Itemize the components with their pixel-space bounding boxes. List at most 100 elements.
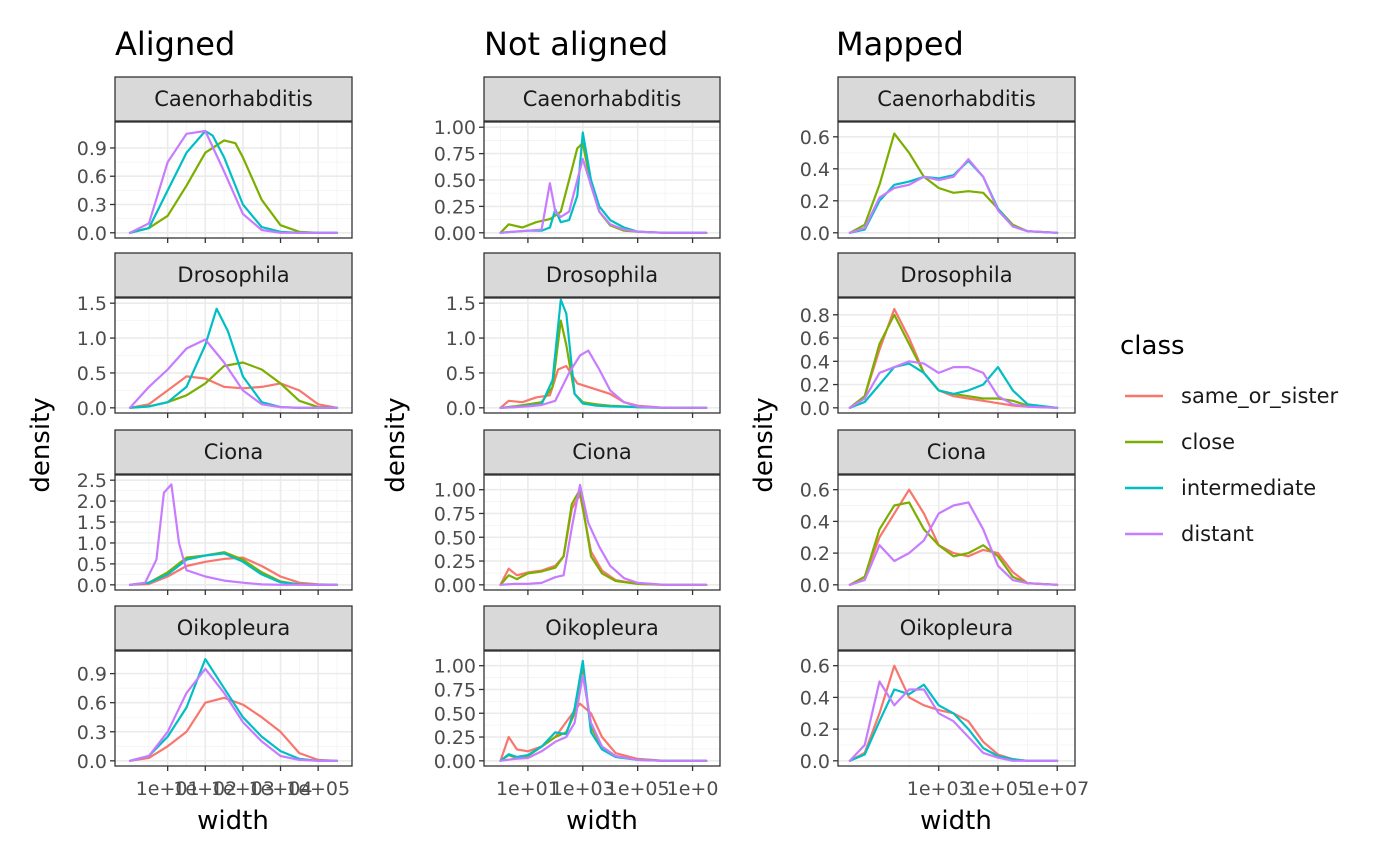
- strip-background: [114, 252, 353, 298]
- series-line-distant: [499, 674, 708, 762]
- y-tick-label: 0.00: [434, 223, 476, 245]
- y-tick-label: 0.0: [800, 398, 830, 420]
- series-line-intermediate: [848, 683, 1059, 762]
- strip-label: Caenorhabditis: [523, 87, 682, 111]
- strip-label: Ciona: [572, 440, 632, 464]
- series-line-distant: [128, 483, 339, 586]
- y-tick-label: 0.0: [77, 223, 107, 245]
- y-tick-label: 0.4: [800, 159, 830, 181]
- y-tick-label: 0.50: [434, 703, 476, 725]
- y-tick-label: 0.3: [77, 195, 107, 217]
- panel-border: [837, 121, 1076, 239]
- y-tick-label: 0.0: [800, 751, 830, 773]
- panel-border: [483, 474, 721, 591]
- series-line-distant: [499, 483, 708, 586]
- strip-background: [837, 429, 1076, 475]
- x-tick-label: 1e+04: [249, 778, 313, 800]
- legend-entry-close: close: [1125, 430, 1235, 454]
- strip-label: Drosophila: [177, 263, 289, 287]
- y-tick-label: 0.6: [800, 656, 830, 678]
- y-tick-label: 1.00: [434, 480, 476, 502]
- xlabel-aligned: width: [197, 806, 269, 836]
- strip-background: [837, 605, 1076, 651]
- panel-aligned-oikopleura: Oikopleura0.00.30.60.91e+011e+021e+031e+…: [77, 605, 353, 800]
- y-tick-label: 1.0: [77, 328, 107, 350]
- y-tick-label: 0.6: [800, 328, 830, 350]
- legend-label-same-or-sister: same_or_sister: [1181, 384, 1339, 409]
- series-line-distant: [128, 129, 339, 234]
- y-tick-label: 0.5: [77, 554, 107, 576]
- series-line-intermediate: [848, 362, 1059, 409]
- title-aligned: Aligned: [115, 25, 235, 63]
- panel-aligned-drosophila: Drosophila 0.0 0.5 1.0 1.5: [77, 252, 353, 420]
- x-tick-label: 1e+01: [496, 778, 560, 800]
- series-line-same-or-sister: [848, 307, 1059, 409]
- x-tick-label: 1e+03: [907, 778, 971, 800]
- title-not-aligned: Not aligned: [484, 25, 668, 63]
- series-line-distant: [499, 349, 708, 409]
- y-tick-label: 1.00: [434, 656, 476, 678]
- x-tick-label: 1e+05: [606, 778, 670, 800]
- panel-mapped-caenorhabditis: Caenorhabditis 0.0 0.2 0.4 0.6: [800, 76, 1076, 245]
- y-tick-label: 2.5: [77, 470, 107, 492]
- panel-mapped-ciona: Ciona 0.0 0.2 0.4 0.6: [800, 429, 1076, 597]
- panel-mapped-drosophila: Drosophila 0.00.20.40.60.8: [800, 252, 1076, 420]
- panel-border: [114, 297, 353, 414]
- y-tick-label: 0.4: [800, 687, 830, 709]
- panel-background: [838, 122, 1075, 238]
- panel-background: [838, 651, 1075, 766]
- strip-background: [837, 252, 1076, 298]
- y-tick-label: 1.5: [77, 293, 107, 315]
- y-tick-label: 0.50: [434, 527, 476, 549]
- strip-label: Drosophila: [900, 263, 1012, 287]
- y-tick-label: 0.75: [434, 679, 476, 701]
- legend-label-distant: distant: [1181, 522, 1254, 546]
- series-line-same-or-sister: [128, 375, 339, 409]
- y-tick-label: 0.00: [434, 575, 476, 597]
- panel-aligned-ciona: Ciona 0.00.51.01.52.02.5: [77, 429, 353, 597]
- title-mapped: Mapped: [836, 25, 964, 63]
- ylabel-aligned: density: [26, 397, 56, 492]
- strip-label: Oikopleura: [545, 616, 659, 640]
- x-tick-label: 1e+05: [966, 778, 1030, 800]
- y-tick-label: 1.5: [77, 512, 107, 534]
- y-tick-label: 0.6: [77, 166, 107, 188]
- y-tick-label: 2.0: [77, 491, 107, 513]
- y-tick-label: 0.0: [77, 751, 107, 773]
- xlabel-mapped: width: [920, 806, 992, 836]
- legend-entry-intermediate: intermediate: [1125, 476, 1316, 500]
- y-tick-label: 0.25: [434, 727, 476, 749]
- series-line-close: [848, 501, 1059, 586]
- series-line-distant: [848, 680, 1059, 762]
- y-tick-label: 1.00: [434, 117, 476, 139]
- ylabel-mapped: density: [749, 397, 779, 492]
- y-tick-label: 0.9: [77, 664, 107, 686]
- y-tick-label: 0.4: [800, 351, 830, 373]
- y-tick-label: 0.00: [434, 751, 476, 773]
- y-tick-label: 0.4: [800, 511, 830, 533]
- x-tick-label: 1e+03: [551, 778, 615, 800]
- strip-label: Caenorhabditis: [877, 87, 1036, 111]
- panel-not-aligned-ciona: Ciona 0.000.250.500.751.00: [434, 429, 721, 597]
- y-tick-label: 0.5: [446, 363, 476, 385]
- series-line-distant: [848, 360, 1059, 409]
- series-line-distant: [128, 667, 339, 762]
- y-tick-label: 0.0: [800, 223, 830, 245]
- panel-not-aligned-caenorhabditis: Caenorhabditis 0.00 0.25 0.50 0.75 1.00: [434, 76, 721, 245]
- y-tick-label: 0.0: [77, 398, 107, 420]
- strip-label: Ciona: [204, 440, 264, 464]
- x-tick-label: 1e+01: [136, 778, 200, 800]
- y-tick-label: 0.6: [77, 693, 107, 715]
- strip-background: [483, 252, 721, 298]
- y-tick-label: 0.0: [800, 575, 830, 597]
- legend-label-close: close: [1181, 430, 1235, 454]
- panel-border: [114, 121, 353, 239]
- y-tick-label: 0.6: [800, 480, 830, 502]
- strip-background: [483, 76, 721, 122]
- x-tick-label: 1e+05: [286, 778, 350, 800]
- panel-border: [837, 474, 1076, 591]
- panel-border: [837, 650, 1076, 767]
- strip-label: Oikopleura: [900, 616, 1014, 640]
